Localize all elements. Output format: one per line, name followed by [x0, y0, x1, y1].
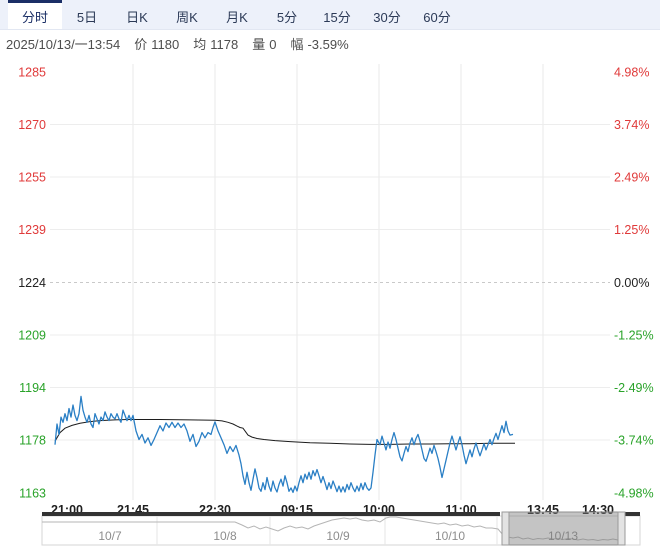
tab-minute[interactable]: 分时: [8, 0, 62, 29]
chart-plot-area[interactable]: [50, 64, 610, 500]
y-axis-percent-label: -2.49%: [614, 381, 654, 395]
navigator-selection[interactable]: [508, 511, 619, 546]
tab-15min[interactable]: 15分: [323, 9, 351, 25]
y-axis-price-label: 1224: [18, 276, 46, 290]
navigator-date-label: 10/9: [326, 529, 350, 543]
navigator-handle-right[interactable]: [617, 511, 626, 546]
tab-daily-k[interactable]: 日K: [126, 9, 148, 25]
tab-5day[interactable]: 5日: [76, 9, 98, 25]
period-tab-bar: 分时 5日 日K 周K 月K 5分 15分 30分 60分: [0, 0, 660, 30]
navigator-top-bar: [625, 512, 640, 516]
y-axis-percent-label: -4.98%: [614, 487, 654, 501]
tab-5min[interactable]: 5分: [276, 9, 298, 25]
price-pair: 价 1180: [134, 34, 179, 53]
avg-pair: 均 1178: [193, 34, 238, 53]
change-value: -3.59%: [307, 36, 349, 52]
price-value: 1180: [151, 36, 180, 52]
tab-30min[interactable]: 30分: [373, 9, 401, 25]
volume-label: 量: [252, 36, 266, 52]
y-axis-percent-label: 3.74%: [614, 118, 649, 132]
navigator-sparkline: [42, 516, 623, 542]
price-line: [54, 395, 514, 494]
navigator-track: [41, 515, 641, 546]
y-axis-price-label: 1178: [19, 434, 46, 448]
y-axis-percent-label: -1.25%: [614, 329, 654, 343]
y-axis-percent-label: 4.98%: [614, 66, 649, 80]
volume-value: 0: [269, 36, 277, 52]
y-axis-percent-label: 0.00%: [614, 276, 649, 290]
navigator-date-label: 10/8: [213, 529, 237, 543]
y-axis-price-label: 1163: [19, 487, 46, 501]
y-axis-price-label: 1255: [18, 171, 46, 185]
y-axis-price-label: 1209: [18, 329, 46, 343]
tab-monthly-k[interactable]: 月K: [226, 9, 248, 25]
y-axis-price-label: 1270: [18, 118, 46, 132]
y-axis-price-label: 1194: [19, 381, 46, 395]
x-axis-tick: 13:45: [527, 503, 559, 517]
y-axis-price-label: 1285: [18, 66, 46, 80]
y-axis-percent-label: -3.74%: [614, 434, 654, 448]
y-axis-percent-label: 1.25%: [614, 223, 649, 237]
x-axis-tick: 14:30: [582, 503, 614, 517]
avg-value: 1178: [210, 36, 239, 52]
navigator-date-label: 10/7: [98, 529, 122, 543]
change-pair: 幅 -3.59%: [290, 34, 348, 53]
y-axis-price-label: 1239: [18, 223, 46, 237]
navigator-date-label: 10/13: [548, 529, 578, 543]
chart-canvas: 1285 4.98% 1270 3.74% 1255 2.49% 1239 1.25% 1224…: [18, 64, 654, 546]
tab-weekly-k[interactable]: 周K: [176, 9, 198, 25]
y-axis-percent-label: 2.49%: [614, 171, 649, 185]
navigator-date-label: 10/10: [435, 529, 465, 543]
navigator-top-bar: [42, 512, 500, 516]
price-label: 价: [134, 36, 148, 52]
tab-60min[interactable]: 60分: [423, 9, 451, 25]
info-datetime: 2025/10/13/一13:54: [6, 36, 121, 52]
avg-label: 均: [193, 36, 207, 52]
navigator-handle-left[interactable]: [501, 511, 510, 546]
change-label: 幅: [290, 36, 304, 52]
